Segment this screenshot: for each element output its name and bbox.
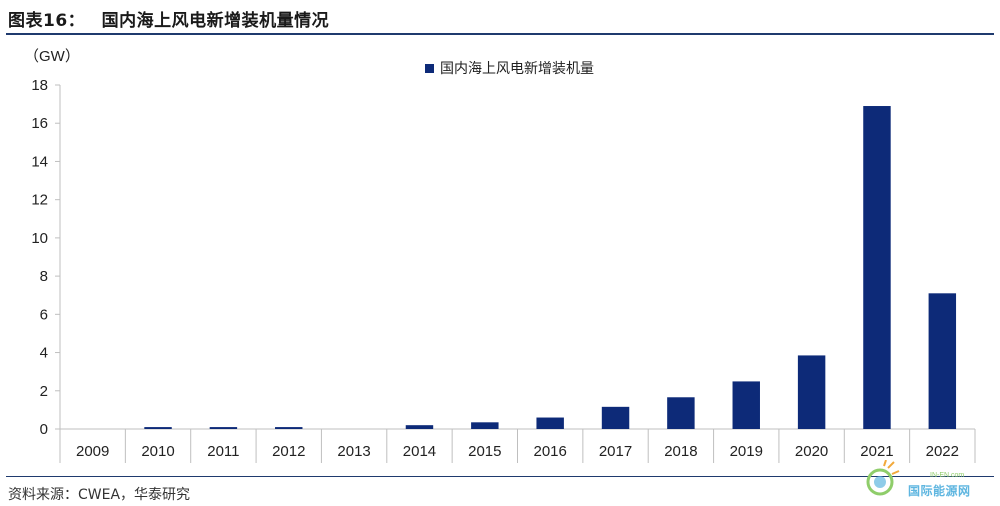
bar [405, 425, 434, 429]
x-tick-label: 2020 [795, 443, 828, 460]
bar [536, 417, 564, 429]
figure-title-text: 国内海上风电新增装机量情况 [101, 11, 330, 31]
y-tick-label: 10 [31, 230, 48, 247]
source-note: 资料来源：CWEA，华泰研究 [8, 487, 191, 503]
bar [471, 422, 499, 429]
figure-title: 图表16： 国内海上风电新增装机量情况 [8, 6, 329, 31]
y-tick-label: 2 [40, 383, 48, 400]
y-tick-label: 8 [40, 268, 48, 285]
y-tick-label: 0 [40, 421, 48, 438]
legend-label: 国内海上风电新增装机量 [440, 61, 594, 77]
bar [863, 106, 891, 430]
x-tick-label: 2015 [468, 443, 501, 460]
y-axis-unit-label: （GW） [24, 48, 80, 65]
top-rule [6, 33, 994, 35]
chart-legend: 国内海上风电新增装机量 [425, 58, 594, 78]
watermark-logo-icon [866, 460, 900, 496]
y-tick-label: 6 [40, 306, 48, 323]
x-tick-label: 2019 [730, 443, 763, 460]
y-tick-label: 12 [31, 192, 48, 209]
x-tick-label: 2018 [664, 443, 697, 460]
x-tick-label: 2012 [272, 443, 305, 460]
x-tick-label: 2010 [141, 443, 174, 460]
y-tick-label: 18 [31, 77, 48, 94]
y-tick-label: 4 [40, 345, 48, 362]
legend-swatch [425, 63, 434, 73]
watermark-text: 国际能源网 [908, 484, 971, 498]
x-tick-label: 2016 [533, 443, 566, 460]
x-tick-label: 2009 [76, 443, 109, 460]
figure-label: 图表16： [8, 11, 86, 31]
bar [209, 427, 238, 429]
bar [275, 427, 303, 429]
bar [797, 355, 826, 429]
bar [928, 293, 957, 429]
x-tick-label: 2013 [337, 443, 370, 460]
y-tick-label: 14 [31, 153, 48, 170]
x-tick-label: 2014 [403, 443, 436, 460]
bar [667, 397, 695, 429]
bar [601, 406, 630, 429]
bar [732, 381, 760, 429]
watermark-subtext: IN-EN.com [930, 472, 965, 479]
x-tick-label: 2011 [207, 443, 239, 460]
x-tick-label: 2021 [860, 443, 893, 460]
bottom-rule [6, 476, 994, 477]
x-tick-label: 2017 [599, 443, 632, 460]
x-tick-label: 2022 [926, 443, 959, 460]
y-tick-label: 16 [31, 115, 48, 132]
bar [144, 427, 172, 429]
